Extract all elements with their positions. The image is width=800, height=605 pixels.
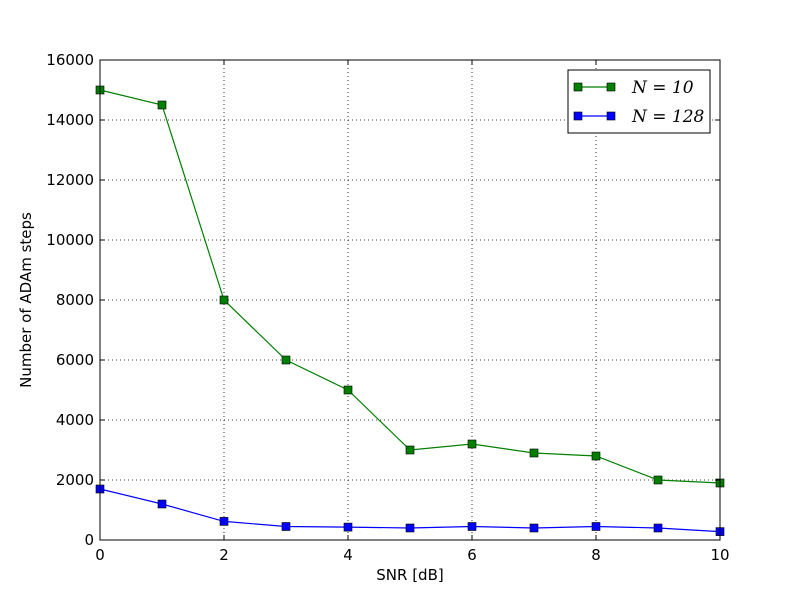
x-tick-label: 0 (95, 546, 105, 564)
data-point-series-1 (405, 523, 415, 533)
data-point-series-1 (467, 522, 477, 531)
y-tick-label: 6000 (56, 351, 94, 369)
x-tick-label: 4 (343, 546, 353, 564)
data-point-series-0 (529, 448, 539, 458)
data-point-series-0 (591, 451, 601, 461)
y-tick-label: 2000 (56, 471, 94, 489)
data-point-series-0 (405, 445, 415, 455)
legend-label-n10: N = 10 (631, 78, 694, 98)
y-tick-label: 4000 (56, 411, 94, 429)
data-point-series-1 (281, 522, 291, 531)
legend-marker-n10 (606, 82, 616, 92)
series-layer (95, 85, 725, 536)
y-tick-label: 10000 (46, 231, 94, 249)
data-point-series-0 (157, 100, 167, 110)
y-tick-label: 14000 (46, 111, 94, 129)
data-point-series-0 (281, 355, 291, 365)
ticks: 0 2 4 6 8 10 0 2000 4000 6000 8000 10000 12000 14000 1… (46, 51, 729, 564)
x-tick-label: 6 (467, 546, 477, 564)
legend-marker-n128 (573, 111, 583, 121)
data-point-series-1 (653, 523, 663, 533)
data-point-series-0 (467, 439, 477, 449)
x-tick-label: 10 (710, 546, 729, 564)
data-point-series-1 (529, 523, 539, 533)
legend-label-n128: N = 128 (631, 107, 705, 127)
data-point-series-0 (219, 295, 229, 305)
legend-marker-n10 (573, 82, 583, 92)
y-axis-title: Number of ADAm steps (17, 212, 35, 388)
data-point-series-0 (653, 475, 663, 485)
y-tick-label: 12000 (46, 171, 94, 189)
x-axis-title: SNR [dB] (376, 566, 443, 584)
data-point-series-1 (157, 499, 167, 509)
data-point-series-1 (591, 522, 601, 531)
legend-marker-n128 (606, 111, 616, 121)
x-tick-label: 2 (219, 546, 229, 564)
data-point-series-0 (343, 385, 353, 395)
data-point-series-1 (343, 522, 353, 532)
data-point-series-1 (219, 517, 229, 526)
y-tick-label: 8000 (56, 291, 94, 309)
legend: N = 10 N = 128 (567, 69, 711, 134)
x-tick-label: 8 (591, 546, 601, 564)
legend-frame (567, 69, 711, 134)
y-tick-label: 0 (84, 531, 94, 549)
y-tick-label: 16000 (46, 51, 94, 69)
